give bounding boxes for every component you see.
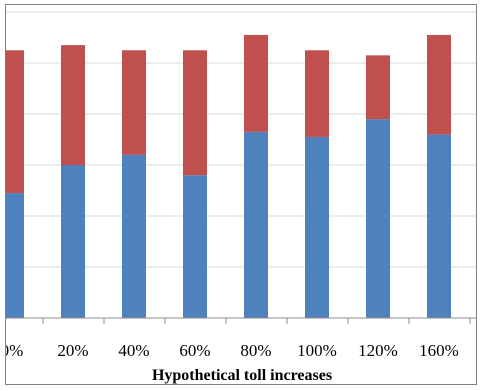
x-tick-labels: 0% 20% 40% 60% 80% 100% 120% 160% (6, 341, 459, 360)
bar-segment-red-1 (61, 45, 85, 165)
bar-segment-red-5 (305, 50, 329, 137)
x-axis-ticks (42, 318, 471, 324)
bar-segment-blue-4 (244, 131, 268, 318)
bar-segment-red-0 (6, 50, 24, 194)
x-tick-label: 0% (6, 341, 23, 360)
bars (6, 34, 451, 318)
bar-segment-blue-7 (427, 134, 451, 318)
bar-segment-blue-0 (6, 193, 24, 318)
x-tick-label: 160% (419, 341, 459, 360)
x-tick-label: 120% (358, 341, 398, 360)
bar-segment-red-3 (183, 50, 207, 176)
bar-segment-blue-1 (61, 165, 85, 318)
x-tick-label: 100% (297, 341, 337, 360)
bar-segment-blue-5 (305, 136, 329, 318)
bar-segment-blue-2 (122, 154, 146, 318)
bar-segment-blue-6 (366, 119, 390, 318)
stacked-bar-chart: 0% 20% 40% 60% 80% 100% 120% 160% Hypothetical … (6, 11, 476, 384)
x-axis-title: Hypothetical toll increases (152, 367, 332, 384)
x-tick-label: 20% (57, 341, 88, 360)
bar-segment-red-6 (366, 55, 390, 120)
bar-segment-blue-3 (183, 175, 207, 318)
chart-frame: 0% 20% 40% 60% 80% 100% 120% 160% Hypothetical … (5, 4, 477, 385)
x-tick-label: 60% (179, 341, 210, 360)
bar-segment-red-4 (244, 34, 268, 132)
x-tick-label: 40% (118, 341, 149, 360)
bar-segment-red-2 (122, 50, 146, 155)
x-tick-label: 80% (240, 341, 271, 360)
bar-segment-red-7 (427, 34, 451, 135)
